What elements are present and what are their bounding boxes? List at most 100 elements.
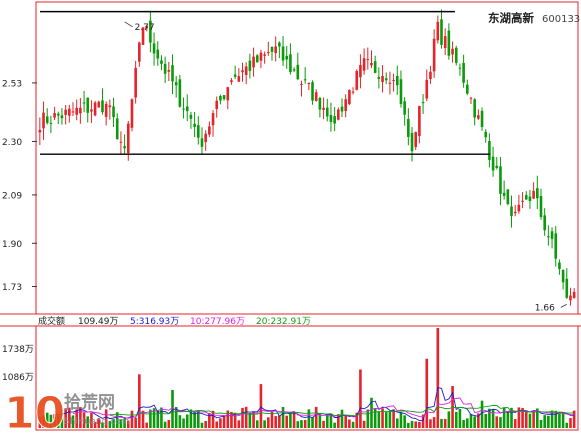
candle-down: [377, 77, 381, 79]
candle-up: [532, 190, 535, 199]
candle-down: [196, 125, 200, 138]
volume-bar: [215, 421, 219, 428]
volume-bar: [101, 422, 104, 428]
candle-up: [414, 132, 418, 148]
candle-up: [130, 99, 134, 128]
candle-up: [267, 52, 270, 54]
candle-up: [344, 99, 347, 111]
volume-bar: [178, 415, 182, 428]
volume-bar: [237, 420, 241, 428]
volume-moving-averages: [54, 386, 575, 421]
candle-up: [90, 109, 93, 112]
candle-down: [395, 75, 399, 86]
volume-bar: [355, 412, 359, 428]
candle-up: [521, 200, 524, 202]
candle-down: [222, 95, 226, 100]
candle-up: [388, 82, 392, 84]
candle-down: [502, 192, 506, 196]
volume-bar: [388, 411, 392, 428]
volume-bar: [222, 416, 226, 428]
candle-down: [473, 99, 476, 118]
volume-bar: [572, 410, 576, 428]
candle-down: [458, 67, 462, 69]
candle-down: [296, 64, 300, 80]
volume-bar: [373, 408, 377, 428]
volume-bar: [414, 421, 418, 428]
candle-down: [399, 79, 403, 104]
volume-bar: [233, 412, 237, 428]
candle-up: [208, 126, 211, 135]
candle-down: [318, 97, 322, 110]
volume-bar: [60, 412, 64, 428]
candle-down: [189, 114, 193, 119]
volume-bar: [285, 415, 289, 428]
candle-down: [543, 215, 546, 231]
volume-bar: [86, 416, 90, 428]
volume-bar: [267, 417, 270, 428]
candle-up: [351, 91, 355, 93]
volume-bar: [550, 410, 554, 428]
volume-bar: [410, 420, 414, 428]
volume-bar: [499, 417, 502, 428]
candle-down: [248, 60, 252, 71]
candle-down: [156, 49, 160, 59]
volume-bar: [226, 410, 230, 428]
candle-down: [289, 54, 292, 73]
volume-bar: [337, 414, 340, 428]
candle-up: [237, 76, 241, 82]
volume-bar: [75, 409, 78, 428]
volume-bar: [255, 420, 259, 428]
candle-down: [270, 46, 274, 52]
candle-up: [97, 101, 101, 108]
candle-up: [244, 66, 248, 75]
volume-bar: [506, 410, 510, 428]
volume-bar: [443, 418, 447, 428]
candle-up: [432, 38, 436, 72]
volume-bar: [219, 418, 222, 428]
volume-bar: [377, 411, 381, 428]
volume-bar: [513, 419, 517, 428]
volume-bar: [53, 414, 56, 428]
volume-bar: [340, 409, 344, 428]
volume-bar: [134, 417, 137, 428]
volume-bar: [204, 421, 207, 428]
candle-down: [174, 82, 178, 86]
volume-bar: [403, 415, 406, 428]
volume-bar: [115, 412, 119, 428]
candle-down: [407, 118, 410, 137]
volume-bar: [314, 406, 318, 428]
volume-bar: [270, 411, 274, 428]
candle-up: [211, 113, 215, 126]
volume-bar: [495, 416, 499, 428]
candle-down: [200, 138, 204, 147]
candles: [38, 9, 576, 306]
candle-up: [141, 27, 145, 45]
volume-bar: [252, 411, 255, 428]
candle-down: [480, 110, 484, 127]
candle-down: [454, 47, 458, 63]
volume-bar: [119, 419, 123, 428]
candle-up: [443, 36, 447, 49]
candle-down: [45, 116, 49, 123]
candle-down: [465, 84, 469, 94]
candle-up: [104, 103, 108, 117]
volume-bar: [484, 414, 488, 428]
volume-bar: [230, 411, 233, 428]
volume-bar: [200, 422, 204, 428]
candle-up: [569, 295, 572, 301]
volume-bar: [547, 415, 550, 428]
candle-down: [510, 206, 513, 217]
candle-down: [86, 97, 90, 113]
volume-ma10-line: [72, 397, 575, 419]
candle-up: [215, 100, 219, 109]
watermark-en: ShiHuang.com: [64, 417, 129, 427]
candle-up: [392, 80, 395, 82]
candle-down: [558, 262, 561, 270]
volume-bar: [38, 416, 42, 428]
watermark-cn: 拾荒网: [64, 392, 115, 413]
volume-bar: [49, 414, 53, 428]
price-tick-label: 2.53: [2, 79, 22, 89]
candle-up: [53, 113, 56, 118]
candle-up: [359, 64, 362, 78]
